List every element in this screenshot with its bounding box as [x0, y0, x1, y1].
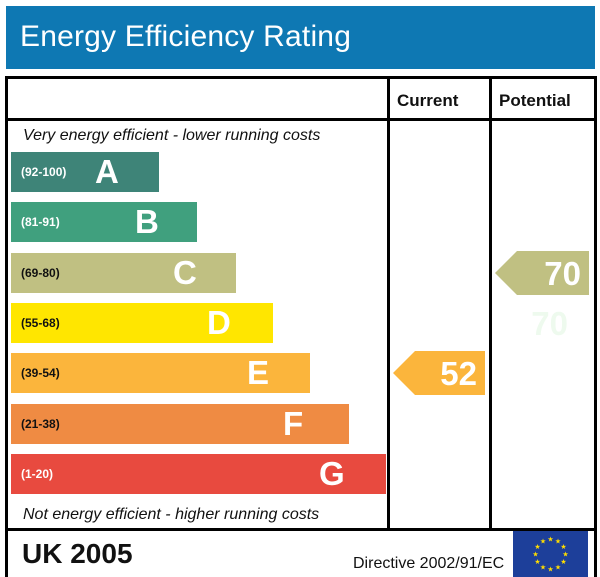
band-letter: F — [283, 405, 304, 442]
eu-star-icon: ★ — [534, 543, 540, 551]
eu-star-icon: ★ — [534, 558, 540, 566]
eu-star-icon: ★ — [555, 563, 561, 571]
potential-rating-value: 70 — [544, 255, 581, 292]
band-letter: E — [247, 354, 270, 391]
title-bar: Energy Efficiency Rating — [6, 6, 595, 69]
band-d: (55-68) D — [11, 303, 273, 343]
band-e: (39-54) E — [11, 353, 310, 393]
eu-star-icon: ★ — [562, 551, 568, 559]
band-range-label: (92-100) — [21, 165, 67, 179]
eu-star-icon: ★ — [547, 566, 553, 574]
band-range-label: (1-20) — [21, 467, 54, 481]
band-range-label: (39-54) — [21, 366, 60, 380]
band-letter: B — [135, 203, 159, 240]
footer: UK 2005 Directive 2002/91/EC ★ ★ ★ ★ ★ ★ ★ ★ ★ ★ ★… — [5, 528, 597, 577]
column-divider-current — [387, 79, 390, 528]
band-letter: G — [319, 455, 345, 492]
band-range-label: (81-91) — [21, 215, 60, 229]
eu-star-icon: ★ — [555, 538, 561, 546]
band-letter: A — [95, 153, 119, 190]
eu-star-icon: ★ — [547, 536, 553, 544]
ghost-potential-label: 70 — [531, 305, 568, 342]
eu-star-icon: ★ — [560, 543, 566, 551]
band-letter: D — [207, 304, 231, 341]
current-rating-value: 52 — [440, 355, 477, 392]
band-letter: C — [173, 254, 197, 291]
band-g: (1-20) G — [11, 454, 386, 494]
current-rating-arrow — [393, 351, 485, 395]
page-title: Energy Efficiency Rating — [20, 20, 352, 53]
band-f: (21-38) F — [11, 404, 349, 444]
country-label: UK 2005 — [22, 538, 133, 569]
column-divider-potential — [489, 79, 492, 528]
rating-table: Current Potential Very energy efficient … — [5, 76, 597, 531]
directive-label: Directive 2002/91/EC — [353, 555, 505, 572]
eu-star-icon: ★ — [532, 551, 538, 559]
eu-star-icon: ★ — [540, 538, 546, 546]
caption-very-efficient: Very energy efficient - lower running co… — [23, 127, 321, 144]
eu-star-icon: ★ — [560, 558, 566, 566]
band-c: (69-80) C — [11, 253, 236, 293]
band-b: (81-91) B — [11, 202, 197, 242]
caption-not-efficient: Not energy efficient - higher running co… — [23, 506, 320, 523]
band-a: (92-100) A — [11, 152, 159, 192]
rating-arrows: 52 70 70 — [393, 251, 589, 395]
eu-flag-icon: ★ ★★★★★★★★★★★ — [513, 531, 588, 577]
potential-rating-arrow — [495, 251, 589, 295]
band-range-label: (55-68) — [21, 316, 60, 330]
band-range-label: (69-80) — [21, 266, 60, 280]
column-header-potential: Potential — [499, 91, 571, 110]
band-range-label: (21-38) — [21, 417, 60, 431]
header-divider — [8, 118, 594, 121]
eu-star-icon: ★ — [540, 563, 546, 571]
column-header-current: Current — [397, 91, 459, 110]
